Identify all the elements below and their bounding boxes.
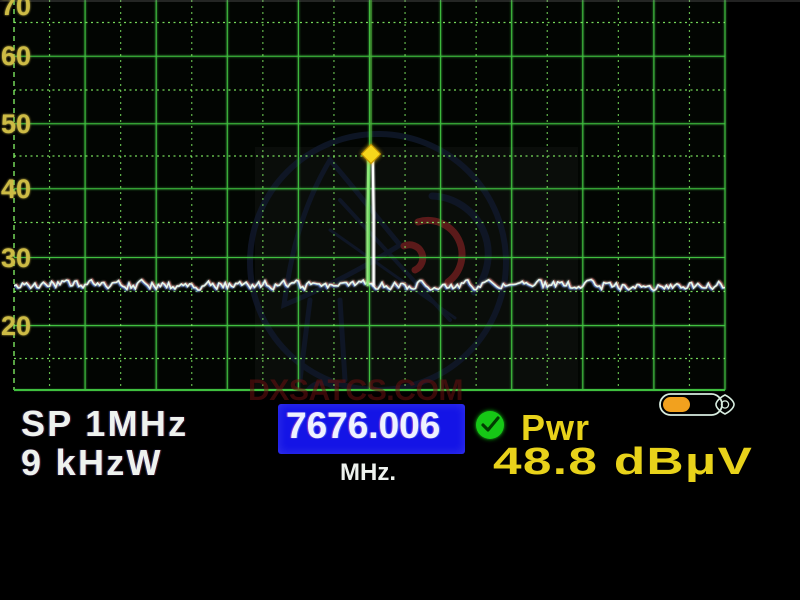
svg-text:30: 30 xyxy=(1,243,31,273)
svg-text:50: 50 xyxy=(1,109,31,139)
svg-text:40: 40 xyxy=(1,174,31,204)
svg-text:20: 20 xyxy=(1,311,31,341)
svg-text:70: 70 xyxy=(1,0,31,21)
svg-text:60: 60 xyxy=(1,41,31,71)
svg-text:DXSATCS.COM: DXSATCS.COM xyxy=(248,374,463,407)
